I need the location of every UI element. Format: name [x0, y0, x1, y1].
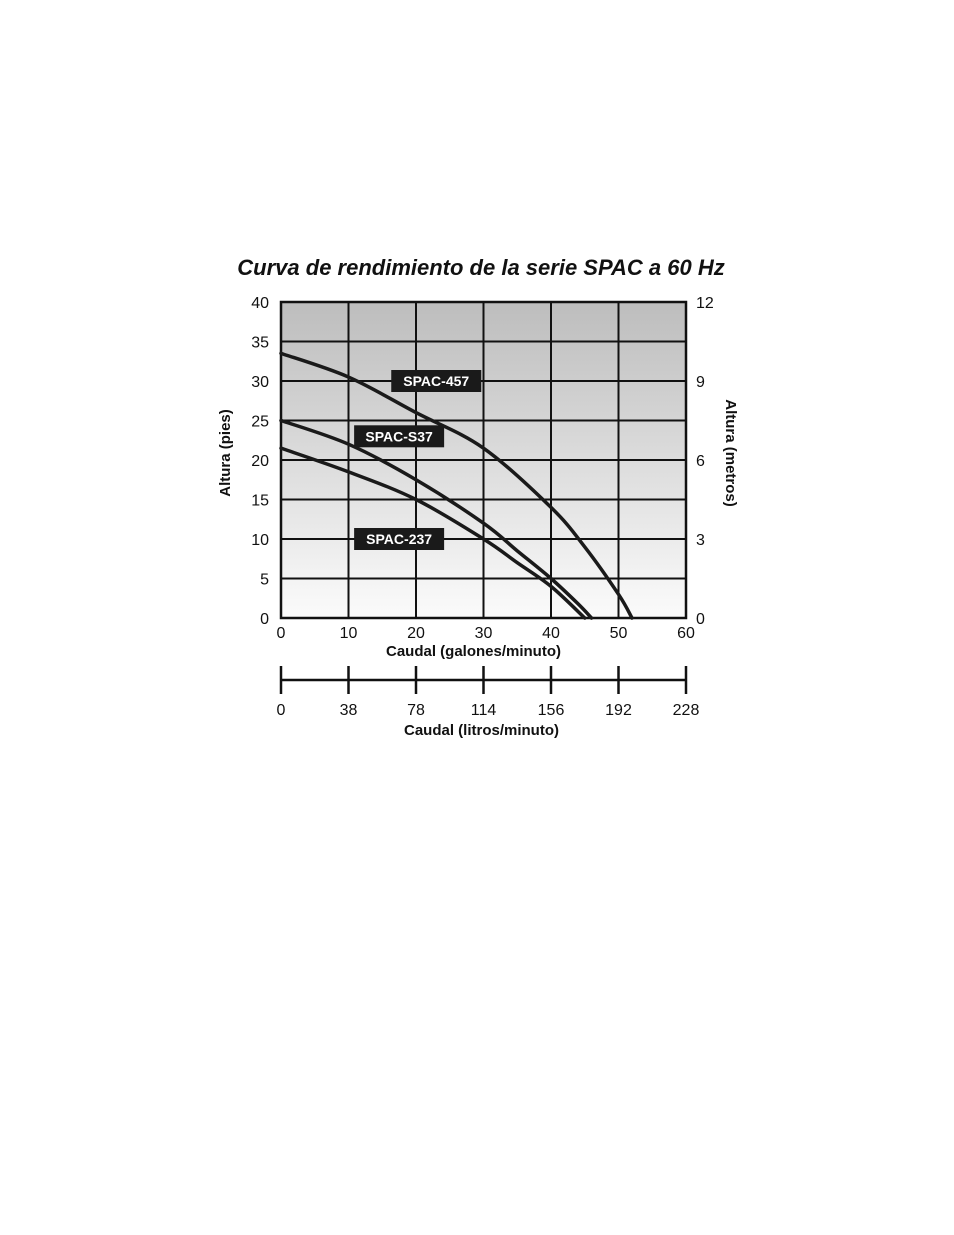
series-line-spac-457 — [279, 351, 634, 620]
series-curves — [279, 351, 634, 620]
x2-axis: 0 38 78 114 156 192 228 — [277, 666, 700, 719]
y2-axis-ticks: 0 3 6 9 12 — [696, 295, 714, 628]
x-axis-ticks: 0 10 20 30 40 50 60 — [277, 625, 695, 642]
x2-tick-label: 192 — [605, 702, 632, 719]
x-axis-label: Caudal (galones/minuto) — [386, 643, 561, 660]
y2-tick-label: 12 — [696, 295, 714, 312]
x2-tick-label: 228 — [673, 702, 700, 719]
series-label-spac-457: SPAC-457 — [391, 370, 482, 392]
y2-tick-label: 9 — [696, 374, 705, 391]
series-labels: SPAC-457 SPAC-S37 SPAC-237 — [354, 370, 482, 550]
y-tick-label: 0 — [260, 611, 269, 628]
x-tick-label: 10 — [340, 625, 358, 642]
y-tick-label: 15 — [251, 493, 269, 510]
y-axis-ticks: 0 5 10 15 20 25 30 35 40 — [251, 295, 269, 628]
svg-text:SPAC-S37: SPAC-S37 — [365, 428, 433, 444]
svg-text:SPAC-237: SPAC-237 — [366, 531, 432, 547]
x-tick-label: 0 — [277, 625, 286, 642]
y-tick-label: 40 — [251, 295, 269, 312]
y-tick-label: 35 — [251, 335, 269, 352]
y2-tick-label: 0 — [696, 611, 705, 628]
x-tick-label: 50 — [610, 625, 628, 642]
x2-axis-label: Caudal (litros/minuto) — [404, 722, 559, 739]
x2-tick-label: 38 — [340, 702, 358, 719]
y-axis-label: Altura (pies) — [217, 409, 234, 497]
series-line-spac-237 — [279, 446, 587, 620]
y-tick-label: 25 — [251, 414, 269, 431]
y-tick-label: 10 — [251, 532, 269, 549]
y-tick-label: 5 — [260, 572, 269, 589]
x2-tick-label: 114 — [471, 702, 497, 719]
series-label-spac-s37: SPAC-S37 — [354, 425, 445, 448]
plot-frame — [279, 300, 688, 620]
x-tick-label: 40 — [542, 625, 560, 642]
x-tick-label: 30 — [475, 625, 493, 642]
y2-tick-label: 3 — [696, 532, 705, 549]
series-label-spac-237: SPAC-237 — [354, 528, 445, 550]
y-tick-label: 30 — [251, 374, 269, 391]
chart-title: Curva de rendimiento de la serie SPAC a … — [237, 255, 724, 280]
y2-tick-label: 6 — [696, 453, 705, 470]
svg-text:SPAC-457: SPAC-457 — [403, 373, 469, 389]
y2-axis-label: Altura (metros) — [722, 399, 739, 507]
series-line-spac-s37 — [279, 418, 594, 620]
x2-tick-label: 0 — [277, 702, 286, 719]
x2-tick-label: 78 — [407, 702, 425, 719]
x2-tick-label: 156 — [538, 702, 565, 719]
x-tick-label: 60 — [677, 625, 695, 642]
x-tick-label: 20 — [407, 625, 425, 642]
y-tick-label: 20 — [251, 453, 269, 470]
